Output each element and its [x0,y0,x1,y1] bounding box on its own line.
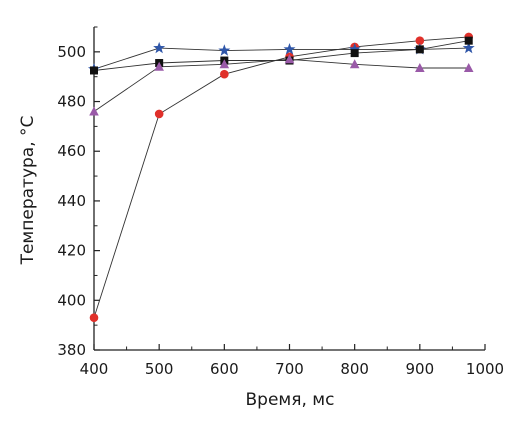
y-tick-label: 380 [57,341,86,359]
y-tick-label: 460 [57,142,86,160]
data-point-circle [89,313,99,323]
data-point-star [153,41,166,54]
data-point-triangle [89,106,99,116]
y-tick-label: 500 [57,43,86,61]
data-point-triangle [219,59,230,69]
series-lines [93,36,469,318]
data-point-square [350,49,359,58]
y-tick-label: 480 [57,93,86,111]
series-markers [88,32,475,323]
axis-labels: Время, мс Температура, °С [18,116,334,410]
y-tick-label: 420 [57,242,86,260]
x-tick-label: 800 [340,360,369,378]
x-axis-title: Время, мс [246,390,335,410]
data-point-triangle [463,62,474,72]
data-point-square [464,36,473,45]
x-tick-label: 600 [210,360,239,378]
y-axis-title: Температура, °С [18,116,38,266]
data-point-star [218,44,231,56]
series-line-triangle [93,58,469,112]
data-point-triangle [415,62,425,72]
data-point-star [462,41,475,54]
data-point-circle [415,36,425,45]
data-point-star [348,43,361,55]
data-point-triangle [154,61,164,71]
series-line-circle [93,36,469,318]
axes: 400 500 600 700 800 900 1000380400420440460480… [57,26,504,378]
data-point-circle [220,69,229,79]
x-tick-label: 700 [275,360,304,378]
series-line-square [93,40,469,71]
data-point-square [90,66,98,75]
data-point-triangle [349,59,360,69]
x-tick-label: 900 [406,360,435,378]
x-tick-label: 400 [80,360,109,378]
data-point-square [415,45,424,54]
data-point-circle [154,109,164,119]
x-tick-label: 1000 [466,360,504,378]
y-tick-label: 400 [57,291,86,309]
data-point-triangle [284,54,295,64]
y-tick-label: 440 [57,192,86,210]
x-tick-label: 500 [145,360,174,378]
data-point-star [283,43,296,55]
